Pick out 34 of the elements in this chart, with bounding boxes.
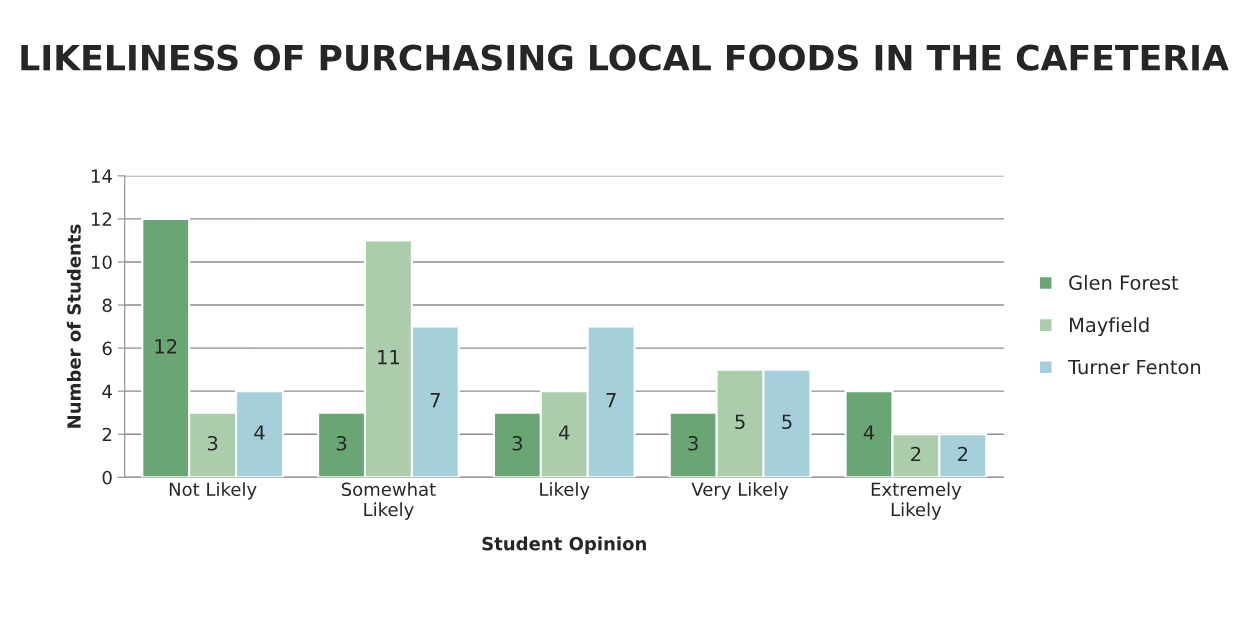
data-label: 3: [207, 435, 218, 451]
data-label: 5: [735, 414, 745, 430]
y-tick-label: 14: [91, 169, 112, 183]
y-tick-label: 0: [102, 470, 112, 485]
y-tick-label: 12: [91, 212, 112, 226]
legend-label: Mayfield: [1069, 317, 1149, 336]
y-tick-label: 10: [91, 255, 112, 270]
data-label: 12: [155, 339, 177, 354]
data-label: 3: [512, 435, 523, 451]
data-label: 3: [688, 435, 698, 451]
y-tick-label: 6: [102, 341, 112, 356]
y-tick-label: 8: [102, 298, 112, 313]
data-label: 3: [336, 435, 347, 451]
data-label: 4: [863, 425, 875, 440]
data-label: 2: [958, 446, 968, 462]
x-tick-label: Extremely Likely: [871, 482, 962, 520]
y-axis-title: Number of Students: [66, 224, 81, 428]
legend-label: Glen Forest: [1069, 275, 1179, 291]
data-label: 7: [430, 393, 440, 408]
x-tick-label: Not Likely: [169, 482, 257, 500]
data-label: 4: [254, 425, 265, 440]
legend-label: Turner Fenton: [1068, 359, 1201, 375]
x-axis-title: Student Opinion: [482, 536, 646, 554]
y-tick-label: 4: [102, 384, 112, 399]
x-tick-label: Very Likely: [691, 482, 789, 500]
data-label: 5: [782, 414, 792, 430]
x-tick-label: Likely: [540, 482, 590, 500]
y-tick-label: 2: [102, 427, 112, 442]
data-label: 11: [378, 350, 400, 365]
data-label: 2: [911, 446, 921, 462]
x-tick-label: Somewhat Likely: [341, 482, 436, 520]
chart-title: LIKELINESS OF PURCHASING LOCAL FOODS IN THE CAFETERIA: [21, 44, 1229, 71]
data-label: 7: [606, 393, 616, 408]
data-label: 4: [559, 425, 570, 440]
